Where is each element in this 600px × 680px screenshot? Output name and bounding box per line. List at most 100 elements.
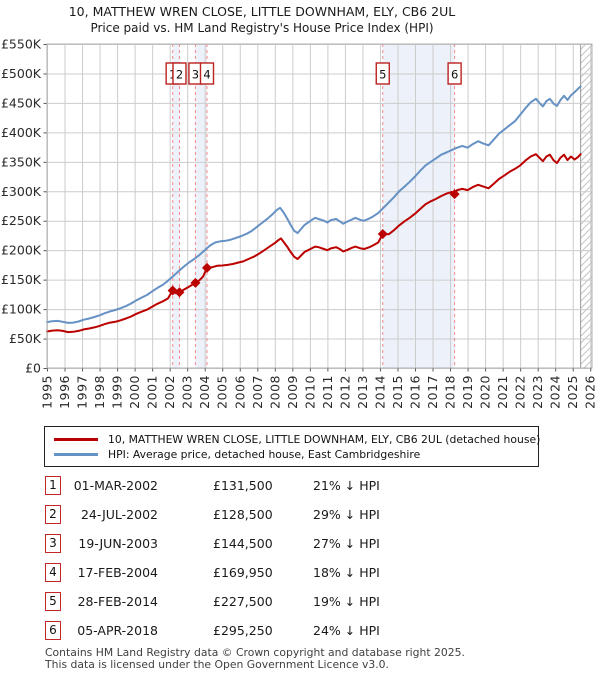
footer-line: This data is licensed under the Open Gov… [45, 658, 389, 671]
ownership-bands [172, 44, 455, 368]
chart-title: 10, MATTHEW WREN CLOSE, LITTLE DOWNHAM, … [0, 3, 524, 36]
future-hatch-region [580, 44, 592, 368]
price-chart: 123456£0£50K£100K£150K£200K£250K£300K£35… [1, 37, 598, 409]
sale-flags: 123456 [165, 62, 462, 85]
svg-text:2002: 2002 [162, 375, 177, 409]
svg-text:2001: 2001 [145, 375, 160, 409]
svg-text:1997: 1997 [75, 375, 90, 409]
svg-text:2026: 2026 [583, 375, 598, 409]
svg-text:2017: 2017 [425, 375, 440, 409]
transaction-hpi-delta: 18% ↓ HPI [313, 565, 380, 580]
transaction-date: 05-APR-2018 [77, 623, 158, 638]
svg-text:2015: 2015 [390, 375, 405, 409]
svg-text:4: 4 [203, 68, 210, 82]
hpi-line [46, 85, 582, 324]
svg-text:£250K: £250K [1, 213, 42, 228]
transaction-hpi-delta: 21% ↓ HPI [313, 478, 380, 493]
transaction-number-badge: 1 [45, 476, 61, 495]
svg-text:2007: 2007 [250, 375, 265, 409]
table-row: 2 24-JUL-2002 £128,500 29% ↓ HPI [43, 505, 583, 534]
transaction-date: 19-JUN-2003 [78, 536, 158, 551]
svg-text:£550K: £550K [1, 37, 42, 52]
footer-line: Contains HM Land Registry data © Crown c… [45, 646, 465, 659]
svg-text:2019: 2019 [460, 375, 475, 409]
transaction-hpi-delta: 19% ↓ HPI [313, 594, 380, 609]
svg-text:2006: 2006 [232, 375, 247, 409]
svg-text:£300K: £300K [1, 184, 42, 199]
price-line-swatch [54, 437, 98, 441]
svg-text:2003: 2003 [180, 375, 195, 409]
transaction-date: 24-JUL-2002 [80, 507, 158, 522]
transaction-hpi-delta: 24% ↓ HPI [313, 623, 380, 638]
svg-text:2005: 2005 [215, 375, 230, 409]
transaction-date: 01-MAR-2002 [73, 478, 158, 493]
y-axis-labels: £0 £50K £100K £150K £200K £250K £300K £350K £400… [1, 37, 42, 376]
hpi-line-swatch [54, 452, 98, 456]
svg-text:2013: 2013 [355, 375, 370, 409]
transaction-price: £295,250 [213, 623, 273, 638]
table-row: 3 19-JUN-2003 £144,500 27% ↓ HPI [43, 534, 583, 563]
transaction-hpi-delta: 29% ↓ HPI [313, 507, 380, 522]
legend-label: HPI: Average price, detached house, East… [108, 447, 421, 461]
svg-text:2014: 2014 [372, 375, 387, 409]
svg-text:1999: 1999 [110, 375, 125, 409]
legend-item-price-paid: 10, MATTHEW WREN CLOSE, LITTLE DOWNHAM, … [45, 432, 541, 447]
svg-text:2021: 2021 [495, 375, 510, 409]
svg-text:2009: 2009 [285, 375, 300, 409]
transaction-number-badge: 4 [45, 563, 61, 582]
svg-text:£500K: £500K [1, 66, 42, 81]
table-row: 6 05-APR-2018 £295,250 24% ↓ HPI [43, 621, 583, 650]
svg-text:2008: 2008 [267, 375, 282, 409]
svg-text:2: 2 [176, 68, 183, 82]
table-row: 5 28-FEB-2014 £227,500 19% ↓ HPI [43, 592, 583, 621]
transaction-price: £144,500 [213, 536, 273, 551]
svg-text:2022: 2022 [513, 375, 528, 409]
svg-text:2018: 2018 [443, 375, 458, 409]
chart-legend: 10, MATTHEW WREN CLOSE, LITTLE DOWNHAM, … [44, 426, 541, 467]
page-subtitle: Price paid vs. HM Land Registry's House … [90, 21, 434, 35]
svg-text:5: 5 [379, 68, 386, 82]
svg-text:£200K: £200K [1, 243, 42, 258]
transaction-number-badge: 6 [45, 621, 61, 640]
transactions-table: 1 01-MAR-2002 £131,500 21% ↓ HPI 2 24-JU… [43, 476, 583, 650]
axis-ticks [43, 44, 592, 372]
svg-text:2011: 2011 [320, 375, 335, 409]
svg-text:1998: 1998 [92, 375, 107, 409]
svg-text:6: 6 [451, 68, 458, 82]
legend-item-hpi: HPI: Average price, detached house, East… [45, 447, 538, 462]
svg-text:2024: 2024 [548, 375, 563, 409]
price-paid-line [46, 153, 582, 334]
svg-text:£350K: £350K [1, 154, 42, 169]
svg-text:£450K: £450K [1, 95, 42, 110]
page-title: 10, MATTHEW WREN CLOSE, LITTLE DOWNHAM, … [68, 4, 456, 19]
transaction-number-badge: 2 [45, 505, 61, 524]
svg-text:1996: 1996 [57, 375, 72, 409]
transaction-price: £131,500 [213, 478, 273, 493]
svg-text:2012: 2012 [337, 375, 352, 409]
svg-text:2023: 2023 [530, 375, 545, 409]
legend-label: 10, MATTHEW WREN CLOSE, LITTLE DOWNHAM, … [108, 432, 541, 446]
svg-text:3: 3 [192, 68, 199, 82]
svg-text:£400K: £400K [1, 125, 42, 140]
copyright-footer: Contains HM Land Registry data © Crown c… [45, 647, 465, 671]
svg-text:£0: £0 [25, 361, 41, 376]
sale-markers [167, 189, 460, 298]
svg-text:2010: 2010 [302, 375, 317, 409]
table-row: 4 17-FEB-2004 £169,950 18% ↓ HPI [43, 563, 583, 592]
transaction-price: £128,500 [213, 507, 273, 522]
svg-text:£100K: £100K [1, 302, 42, 317]
svg-text:2025: 2025 [565, 375, 580, 409]
grid [47, 44, 592, 369]
x-axis-labels: 1995 1996 1997 1998 1999 2000 2001 2002 2003 2004… [40, 375, 598, 409]
svg-text:1995: 1995 [40, 375, 55, 409]
svg-text:2004: 2004 [197, 375, 212, 409]
sale-date-lines [172, 44, 456, 368]
transaction-date: 17-FEB-2004 [77, 565, 158, 580]
transaction-date: 28-FEB-2014 [77, 594, 158, 609]
transaction-number-badge: 5 [45, 592, 61, 611]
transaction-price: £169,950 [213, 565, 273, 580]
svg-text:2020: 2020 [478, 375, 493, 409]
transaction-hpi-delta: 27% ↓ HPI [313, 536, 380, 551]
svg-text:2016: 2016 [408, 375, 423, 409]
